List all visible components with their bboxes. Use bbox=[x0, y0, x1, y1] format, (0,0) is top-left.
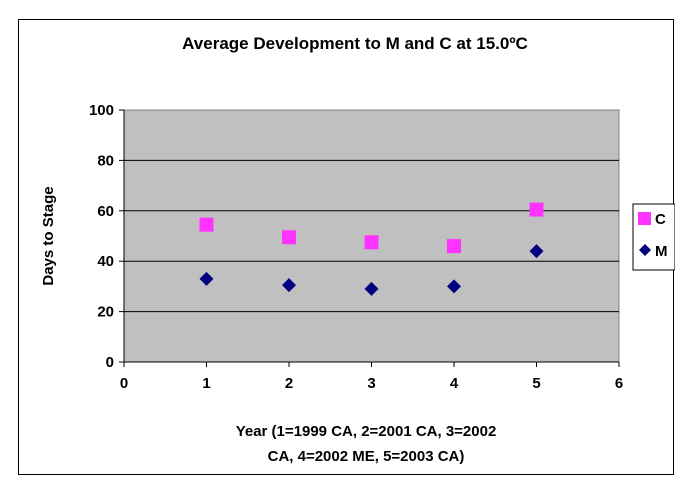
x-tick-label-2: 2 bbox=[285, 375, 293, 392]
data-point-c-1 bbox=[199, 217, 214, 232]
y-tick-label-4: 80 bbox=[97, 152, 114, 169]
chart-title: Average Development to M and C at 15.0ºC bbox=[182, 34, 528, 53]
y-axis-title: Days to Stage bbox=[40, 186, 57, 285]
x-tick-label-1: 1 bbox=[202, 375, 210, 392]
data-point-c-4 bbox=[447, 239, 461, 254]
y-tick-label-5: 100 bbox=[89, 102, 114, 119]
chart-svg: Average Development to M and C at 15.0ºC… bbox=[40, 34, 675, 465]
legend-marker-m bbox=[639, 244, 651, 256]
y-tick-labels: 0 20 40 60 80 100 bbox=[89, 102, 124, 371]
x-tick-label-3: 3 bbox=[367, 375, 375, 392]
legend: C M bbox=[632, 203, 675, 271]
x-tick-labels: 0 1 2 3 4 5 6 bbox=[120, 362, 623, 392]
x-tick-label-4: 4 bbox=[450, 375, 459, 392]
data-point-m-2 bbox=[282, 278, 296, 293]
data-point-m-3 bbox=[364, 281, 379, 296]
series-c bbox=[199, 202, 544, 254]
chart-area: Average Development to M and C at 15.0ºC… bbox=[18, 19, 675, 475]
legend-label-c: C bbox=[655, 211, 666, 228]
x-tick-label-6: 6 bbox=[615, 375, 623, 392]
x-tick-label-0: 0 bbox=[120, 375, 128, 392]
legend-label-m: M bbox=[655, 243, 668, 260]
x-tick-label-5: 5 bbox=[532, 375, 540, 392]
data-point-m-1 bbox=[199, 271, 214, 286]
y-tick-label-2: 40 bbox=[97, 253, 114, 270]
gridlines bbox=[124, 159, 619, 313]
x-axis-title-line-1: Year (1=1999 CA, 2=2001 CA, 3=2002 bbox=[236, 423, 497, 440]
data-point-c-3 bbox=[364, 235, 379, 250]
y-tick-label-0: 0 bbox=[106, 354, 114, 371]
legend-marker-c bbox=[638, 212, 651, 225]
x-axis-title-line-2: CA, 4=2002 ME, 5=2003 CA) bbox=[268, 448, 465, 465]
series-m bbox=[199, 244, 544, 296]
data-point-c-2 bbox=[282, 230, 296, 245]
y-tick-label-3: 60 bbox=[97, 203, 114, 220]
data-point-m-4 bbox=[447, 279, 461, 294]
data-point-c-5 bbox=[529, 202, 544, 217]
data-point-m-5 bbox=[529, 244, 544, 259]
data-series bbox=[199, 202, 544, 296]
y-tick-label-1: 20 bbox=[97, 304, 114, 321]
